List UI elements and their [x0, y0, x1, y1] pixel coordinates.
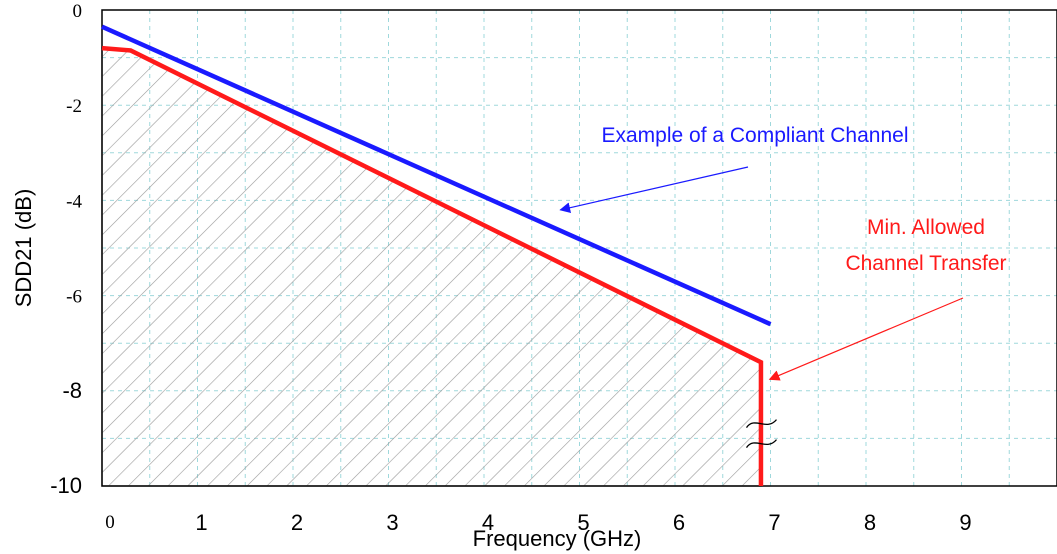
annotation-arrow-blue	[559, 166, 749, 214]
x-tick-label: 5	[577, 510, 589, 535]
annotation-channel-transfer: Channel Transfer	[845, 252, 1006, 275]
break-wave	[745, 439, 777, 449]
tick-labels: 0 1 2 3 4 5 6 7 8 9 0 -2 -4 -6 -8 -10	[50, 1, 971, 535]
annotation-arrow-red	[768, 297, 964, 381]
x-tick-label: 4	[482, 510, 494, 535]
y-tick-label: -4	[66, 191, 82, 212]
y-axis-label: SDD21 (dB)	[11, 189, 36, 308]
break-wave	[745, 419, 777, 429]
y-tick-label: -2	[66, 96, 82, 117]
grid-lines	[102, 10, 1057, 486]
x-tick-label: 7	[768, 510, 780, 535]
x-tick-label: 0	[105, 512, 115, 533]
y-tick-label: 0	[73, 1, 83, 22]
x-tick-label: 3	[386, 510, 398, 535]
x-axis-label: Frequency (GHz)	[473, 526, 642, 551]
plot-frame	[101, 9, 1057, 487]
series-line-compliant-channel	[101, 24, 772, 327]
annotation-compliant-channel: Example of a Compliant Channel	[601, 124, 908, 147]
x-tick-label: 1	[195, 510, 207, 535]
y-tick-label: -8	[62, 378, 82, 403]
x-tick-label: 2	[291, 510, 303, 535]
x-tick-label: 9	[959, 510, 971, 535]
x-tick-label: 6	[673, 510, 685, 535]
y-tick-label: -10	[50, 473, 82, 498]
min-channel-shaded-region	[101, 47, 762, 487]
y-tick-label: -6	[66, 287, 82, 308]
annotation-min-allowed: Min. Allowed	[867, 216, 985, 239]
x-tick-label: 8	[864, 510, 876, 535]
axis-break-marker	[745, 419, 777, 449]
